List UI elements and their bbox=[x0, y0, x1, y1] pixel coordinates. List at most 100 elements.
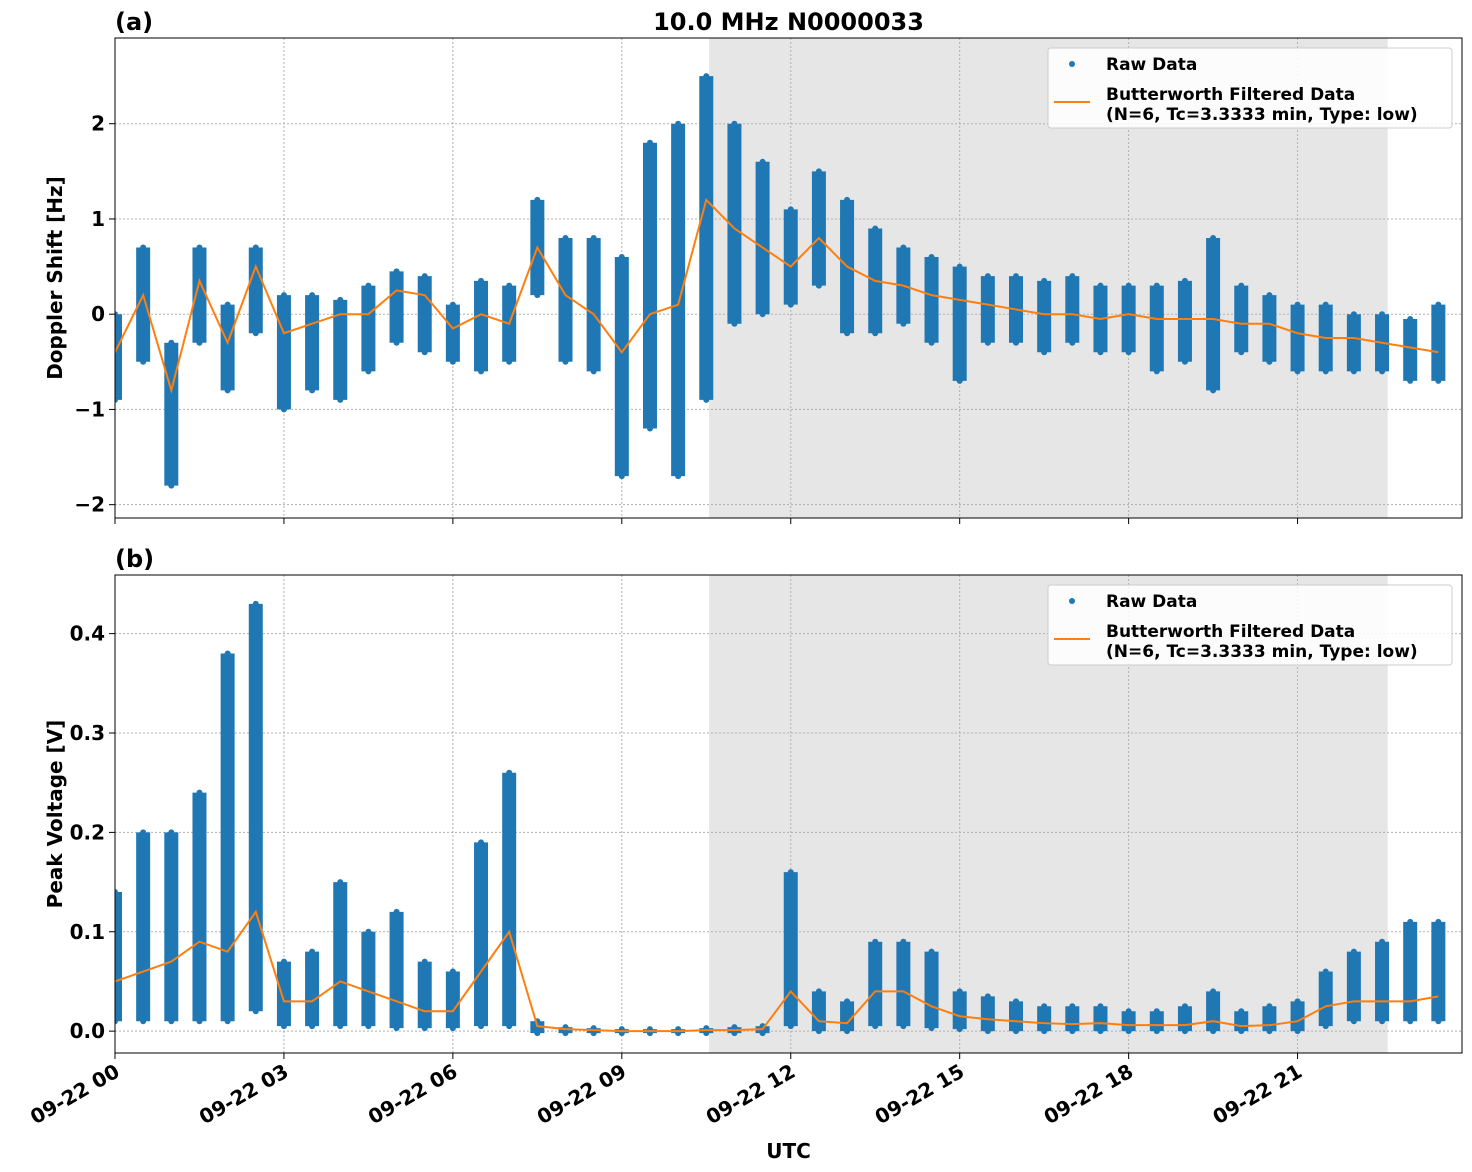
raw-point bbox=[115, 1018, 118, 1025]
raw-point bbox=[956, 1026, 963, 1033]
raw-point bbox=[1407, 377, 1414, 384]
y-tick-label: 0.4 bbox=[70, 622, 105, 646]
raw-point bbox=[1153, 1008, 1160, 1015]
axes-frame bbox=[114, 37, 1463, 519]
raw-point bbox=[1435, 377, 1442, 384]
raw-point bbox=[844, 330, 851, 337]
raw-point bbox=[1350, 311, 1357, 318]
raw-point bbox=[815, 1028, 822, 1035]
raw-point bbox=[815, 282, 822, 289]
raw-point bbox=[365, 282, 372, 289]
raw-point bbox=[562, 358, 569, 365]
raw-point bbox=[703, 396, 710, 403]
raw-point bbox=[1435, 301, 1442, 308]
y-axis-label: Doppler Shift [Hz] bbox=[43, 176, 67, 380]
legend-line: Raw Data bbox=[1106, 55, 1197, 75]
raw-point bbox=[196, 789, 203, 796]
x-tick-label: 09-22 12 bbox=[702, 1059, 800, 1129]
raw-point bbox=[562, 235, 569, 241]
y-tick-label: −1 bbox=[74, 397, 105, 421]
raw-point bbox=[928, 254, 935, 261]
y-tick-label: 0 bbox=[91, 302, 105, 326]
raw-point bbox=[1041, 1003, 1048, 1010]
raw-point bbox=[449, 1025, 456, 1032]
raw-point bbox=[1181, 1003, 1188, 1010]
filtered-line bbox=[115, 197, 1439, 395]
x-axis-label: UTC bbox=[766, 1139, 811, 1163]
raw-point bbox=[618, 473, 625, 480]
raw-point bbox=[1069, 273, 1076, 280]
raw-point bbox=[280, 958, 287, 965]
raw-point bbox=[759, 158, 766, 165]
y-tick-label: 0.1 bbox=[70, 920, 105, 944]
panel-label: (b) bbox=[115, 545, 154, 573]
raw-point bbox=[1294, 1028, 1301, 1035]
raw-point bbox=[1069, 339, 1076, 346]
raw-point bbox=[478, 1023, 485, 1030]
x-tick-label: 09-22 15 bbox=[871, 1059, 969, 1129]
raw-point bbox=[196, 1018, 203, 1025]
raw-point bbox=[421, 958, 428, 965]
raw-point bbox=[1322, 968, 1329, 975]
raw-point bbox=[478, 839, 485, 846]
raw-point bbox=[196, 244, 203, 251]
raw-point bbox=[534, 196, 541, 203]
raw-point bbox=[590, 368, 597, 375]
raw-point bbox=[1181, 1028, 1188, 1035]
raw-point bbox=[280, 292, 287, 299]
legend-box bbox=[1047, 47, 1453, 129]
raw-point bbox=[168, 339, 175, 346]
raw-point bbox=[478, 368, 485, 375]
raw-point bbox=[1350, 368, 1357, 375]
raw-point bbox=[900, 244, 907, 251]
raw-point bbox=[393, 268, 400, 275]
legend-line: (N=6, Tc=3.3333 min, Type: low) bbox=[1106, 642, 1418, 662]
raw-point bbox=[646, 425, 653, 432]
raw-point bbox=[1294, 301, 1301, 308]
raw-point bbox=[956, 988, 963, 995]
legend-line: Butterworth Filtered Data bbox=[1106, 85, 1355, 105]
raw-point bbox=[900, 320, 907, 327]
raw-point bbox=[280, 406, 287, 413]
raw-point bbox=[1238, 1008, 1245, 1015]
x-tick-label: 09-22 06 bbox=[364, 1059, 462, 1129]
legend-marker bbox=[1069, 61, 1075, 67]
raw-point bbox=[844, 998, 851, 1005]
raw-point bbox=[115, 889, 118, 896]
raw-point bbox=[900, 1023, 907, 1030]
raw-point bbox=[1013, 273, 1020, 280]
raw-point bbox=[365, 928, 372, 935]
raw-point bbox=[590, 235, 597, 241]
legend-label: Butterworth Filtered Data (N=6, Tc=3.3333… bbox=[1106, 85, 1418, 125]
raw-point bbox=[703, 73, 710, 80]
raw-point bbox=[1125, 349, 1132, 356]
raw-point bbox=[393, 908, 400, 915]
raw-point bbox=[1407, 918, 1414, 925]
raw-point bbox=[224, 387, 231, 394]
raw-point bbox=[984, 339, 991, 346]
raw-point bbox=[140, 358, 147, 365]
raw-point bbox=[1210, 988, 1217, 995]
raw-point bbox=[646, 139, 653, 146]
raw-point bbox=[140, 829, 147, 836]
raw-point bbox=[815, 168, 822, 175]
raw-point bbox=[309, 387, 316, 394]
raw-point bbox=[1435, 1018, 1442, 1025]
raw-point bbox=[1379, 311, 1386, 318]
legend-line: Raw Data bbox=[1106, 592, 1197, 612]
raw-point bbox=[1181, 277, 1188, 284]
raw-point bbox=[1069, 1003, 1076, 1010]
raw-point bbox=[787, 301, 794, 308]
raw-point bbox=[309, 292, 316, 299]
legend-box bbox=[1047, 584, 1453, 666]
raw-point bbox=[115, 396, 118, 403]
raw-point bbox=[449, 358, 456, 365]
raw-point bbox=[703, 1030, 710, 1037]
raw-point bbox=[590, 1030, 597, 1037]
y-axis-label: Peak Voltage [V] bbox=[43, 720, 67, 909]
raw-point bbox=[478, 277, 485, 284]
y-tick-label: 0.0 bbox=[70, 1019, 105, 1043]
raw-point bbox=[1266, 358, 1273, 365]
raw-point bbox=[1097, 282, 1104, 289]
